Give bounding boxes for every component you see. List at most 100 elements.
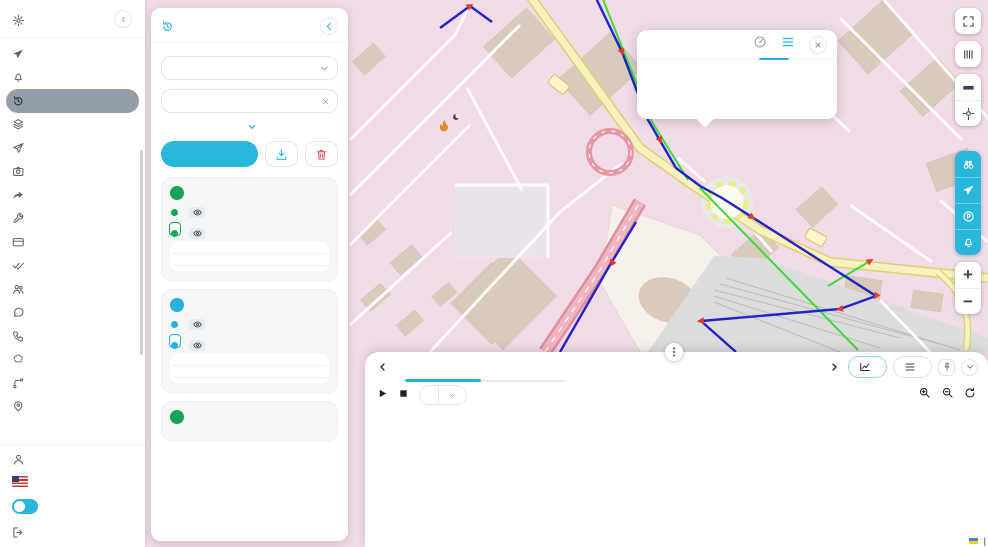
fullscreen-button[interactable]: [955, 8, 981, 34]
back-to-admin-button[interactable]: [0, 8, 145, 33]
ruler-button[interactable]: [955, 74, 981, 100]
sidebar-item-routes[interactable]: [0, 371, 145, 395]
sidebar-item-reports[interactable]: [0, 113, 145, 137]
eye-icon: [192, 321, 202, 328]
sidebar-item-geofencing[interactable]: [0, 348, 145, 372]
zoom-in-button[interactable]: +: [963, 265, 973, 284]
users-icon: [13, 284, 24, 294]
gauge-tab-icon: [754, 36, 766, 48]
old-version-toggle[interactable]: [12, 499, 38, 514]
drag-dots-icon: [672, 347, 676, 357]
sidebar-item-alerts[interactable]: [0, 66, 145, 90]
tabs-scroll-right-button[interactable]: [826, 359, 842, 375]
drive-badge: [170, 410, 184, 425]
timeline-end-dot: [170, 229, 178, 237]
parking-circle-icon: [962, 211, 974, 222]
delete-history-button[interactable]: [305, 141, 338, 167]
sidebar-item-maintenance[interactable]: [0, 207, 145, 231]
history-event-list[interactable]: [161, 177, 338, 541]
map-layers-button[interactable]: [955, 41, 981, 67]
stop-button[interactable]: [398, 386, 409, 404]
locate-button[interactable]: [955, 100, 981, 126]
clear-date-icon[interactable]: [321, 97, 330, 106]
sidebar-item-camera-media[interactable]: [0, 160, 145, 184]
chart-reset-button[interactable]: [964, 386, 976, 404]
zoom-out-icon: [942, 387, 953, 398]
sidebar-item-sharing[interactable]: [0, 183, 145, 207]
speed-chart[interactable]: [365, 400, 988, 547]
sidebar-item-chat[interactable]: [0, 301, 145, 325]
object-tab[interactable]: [753, 35, 767, 54]
graph-tabs: [397, 352, 572, 382]
show-on-map-button[interactable]: [189, 319, 205, 331]
advanced-toggle[interactable]: [161, 122, 338, 132]
sidebar-item-send-command[interactable]: [0, 136, 145, 160]
event-detail-card: [170, 242, 329, 272]
history-graph-panel: [365, 343, 988, 547]
data-log-view-button[interactable]: [893, 356, 932, 378]
layers-icon: [13, 119, 23, 130]
popup-close-button[interactable]: [809, 35, 827, 54]
sidebar-scrollbar[interactable]: [140, 150, 143, 355]
logout-button[interactable]: [0, 520, 145, 545]
expand-details-button[interactable]: [172, 266, 327, 271]
download-history-button[interactable]: [265, 141, 298, 167]
details-tab[interactable]: [781, 35, 795, 54]
chevron-left-icon: [380, 363, 385, 371]
event-card-drive[interactable]: [161, 177, 338, 282]
sidebar-item-call-actions[interactable]: [0, 324, 145, 348]
chat-bubble-icon: [13, 307, 24, 317]
chevron-right-icon: [832, 363, 837, 371]
show-on-map-button[interactable]: [189, 339, 205, 351]
device-select[interactable]: [161, 56, 338, 80]
sidebar-item-history[interactable]: [6, 89, 139, 113]
sidebar-collapse-button[interactable]: [114, 10, 132, 28]
show-on-map-button[interactable]: [189, 207, 205, 218]
parking-badge: [170, 298, 184, 313]
history-panel: [151, 8, 348, 541]
route-polyline-green: [602, 0, 871, 351]
show-events-button[interactable]: [955, 229, 981, 255]
graph-view-button[interactable]: [848, 356, 887, 378]
show-on-map-button[interactable]: [189, 227, 205, 239]
sidebar-item-drivers[interactable]: [0, 277, 145, 301]
play-button[interactable]: [377, 386, 388, 404]
chart-zoom-out-button[interactable]: [941, 386, 954, 404]
sidebar-item-expenses[interactable]: [0, 230, 145, 254]
map-red-road: [539, 198, 647, 356]
map-attribution: |: [964, 535, 988, 547]
panel-drag-handle[interactable]: [665, 343, 683, 361]
header-divider: [151, 42, 348, 43]
expand-details-button[interactable]: [172, 378, 327, 383]
flame-icon: [439, 120, 448, 132]
sidebar-item-poi[interactable]: [0, 395, 145, 419]
pin-panel-button[interactable]: [938, 358, 955, 376]
account-menu-item[interactable]: [0, 449, 145, 470]
chart-zoom-in-button[interactable]: [918, 386, 931, 404]
road-badge-d59-2: [804, 228, 827, 247]
show-route-button[interactable]: [955, 177, 981, 203]
playback-speed-select[interactable]: [419, 385, 467, 405]
sidebar-item-objects[interactable]: [0, 42, 145, 66]
show-parking-button[interactable]: [955, 203, 981, 229]
map-poi-labels: [439, 74, 827, 247]
event-card-parking[interactable]: [161, 289, 338, 394]
language-menu-item[interactable]: [0, 470, 145, 493]
tabs-scroll-left-button[interactable]: [375, 359, 391, 375]
collapse-panel-button[interactable]: [961, 358, 978, 376]
ruler-icon: [962, 85, 974, 90]
date-range-input[interactable]: [161, 89, 338, 113]
zoom-out-button[interactable]: −: [955, 288, 981, 314]
event-card-drive[interactable]: [161, 401, 338, 442]
show-history-button[interactable]: [161, 141, 258, 167]
switch-old-version-row[interactable]: [0, 493, 145, 520]
follow-button[interactable]: [955, 151, 981, 177]
sidebar-divider: [0, 37, 145, 38]
share-icon: [13, 191, 23, 199]
history-collapse-button[interactable]: [320, 17, 338, 35]
user-icon: [13, 454, 24, 465]
history-icon: [163, 20, 172, 31]
chevron-down-icon: [449, 393, 456, 397]
sidebar-item-tasks[interactable]: [0, 254, 145, 278]
